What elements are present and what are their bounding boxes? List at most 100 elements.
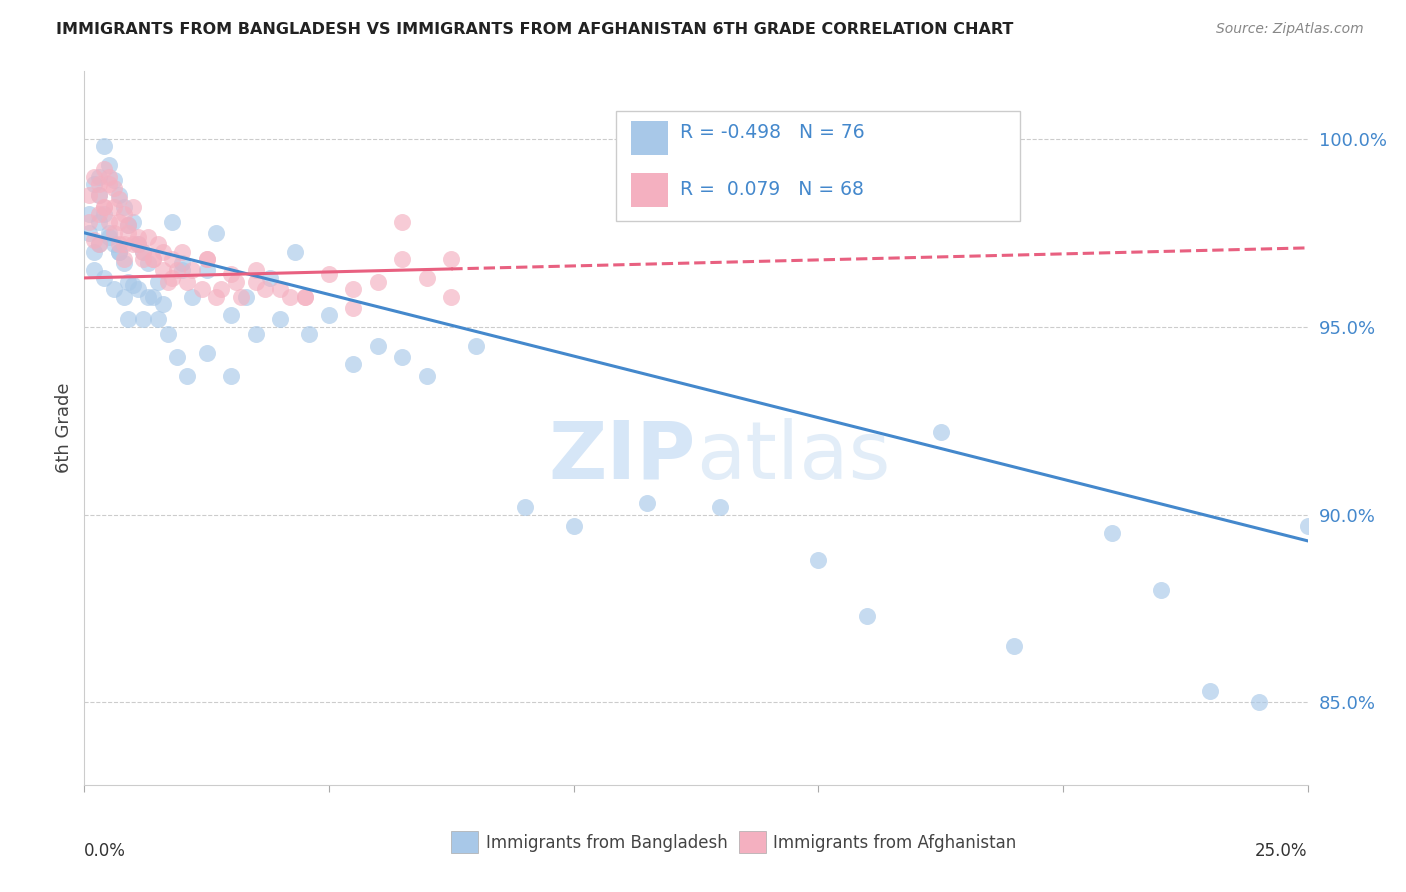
Point	[142, 252, 165, 267]
Point	[391, 214, 413, 228]
Point	[112, 290, 135, 304]
Point	[93, 161, 115, 176]
Point	[83, 244, 105, 259]
Point	[97, 177, 120, 191]
Point	[562, 518, 585, 533]
Point	[195, 346, 218, 360]
Point	[87, 207, 110, 221]
Y-axis label: 6th Grade: 6th Grade	[55, 383, 73, 474]
Point	[152, 297, 174, 311]
Point	[166, 263, 188, 277]
Point	[93, 200, 115, 214]
Point	[83, 177, 105, 191]
Point	[127, 237, 149, 252]
Point	[142, 290, 165, 304]
Point	[342, 357, 364, 371]
Point	[464, 338, 486, 352]
Point	[77, 214, 100, 228]
Text: IMMIGRANTS FROM BANGLADESH VS IMMIGRANTS FROM AFGHANISTAN 6TH GRADE CORRELATION : IMMIGRANTS FROM BANGLADESH VS IMMIGRANTS…	[56, 22, 1014, 37]
Text: ZIP: ZIP	[548, 417, 696, 496]
Point	[146, 275, 169, 289]
Point	[127, 229, 149, 244]
Point	[209, 282, 232, 296]
Point	[219, 267, 242, 281]
Point	[1002, 639, 1025, 653]
Point	[1198, 684, 1220, 698]
Text: R =  0.079   N = 68: R = 0.079 N = 68	[681, 179, 863, 199]
Point	[391, 252, 413, 267]
Point	[103, 282, 125, 296]
Point	[87, 214, 110, 228]
Point	[807, 552, 830, 566]
Point	[219, 309, 242, 323]
Point	[87, 237, 110, 252]
Point	[1101, 526, 1123, 541]
Point	[172, 256, 194, 270]
Point	[87, 237, 110, 252]
Point	[367, 338, 389, 352]
Point	[77, 226, 100, 240]
Point	[97, 169, 120, 184]
FancyBboxPatch shape	[616, 111, 1021, 221]
Point	[77, 188, 100, 202]
Point	[83, 169, 105, 184]
Point	[107, 244, 129, 259]
Point	[176, 368, 198, 383]
Point	[122, 214, 145, 228]
Point	[416, 271, 439, 285]
Point	[132, 244, 155, 259]
Point	[107, 188, 129, 202]
Point	[107, 214, 129, 228]
Bar	[631, 120, 668, 155]
Point	[136, 290, 159, 304]
Point	[93, 271, 115, 285]
Point	[112, 207, 135, 221]
Point	[93, 200, 115, 214]
Point	[391, 350, 413, 364]
Point	[278, 290, 301, 304]
Point	[176, 275, 198, 289]
Point	[117, 219, 139, 233]
Point	[112, 200, 135, 214]
Point	[152, 263, 174, 277]
Point	[172, 244, 194, 259]
Point	[318, 309, 340, 323]
Point	[112, 237, 135, 252]
Point	[117, 312, 139, 326]
Point	[181, 290, 204, 304]
Point	[259, 271, 281, 285]
Point	[156, 275, 179, 289]
Point	[195, 252, 218, 267]
Point	[191, 282, 214, 296]
Point	[103, 226, 125, 240]
Point	[513, 500, 536, 514]
Point	[146, 312, 169, 326]
Point	[97, 226, 120, 240]
Point	[1150, 582, 1173, 597]
Point	[294, 290, 316, 304]
Point	[117, 275, 139, 289]
Text: Immigrants from Afghanistan: Immigrants from Afghanistan	[773, 835, 1017, 853]
Text: Source: ZipAtlas.com: Source: ZipAtlas.com	[1216, 22, 1364, 37]
Point	[195, 263, 218, 277]
Point	[245, 327, 267, 342]
Point	[181, 263, 204, 277]
Text: 0.0%: 0.0%	[84, 842, 127, 860]
Point	[117, 219, 139, 233]
Point	[87, 188, 110, 202]
Point	[318, 267, 340, 281]
Point	[103, 181, 125, 195]
Point	[93, 139, 115, 153]
Point	[132, 312, 155, 326]
Point	[1296, 518, 1319, 533]
Point	[1247, 695, 1270, 709]
Point	[162, 214, 184, 228]
Point	[77, 207, 100, 221]
Point	[103, 173, 125, 187]
Point	[856, 609, 879, 624]
Bar	[631, 173, 668, 207]
Point	[112, 252, 135, 267]
Point	[127, 282, 149, 296]
Point	[269, 282, 291, 296]
Point	[93, 207, 115, 221]
